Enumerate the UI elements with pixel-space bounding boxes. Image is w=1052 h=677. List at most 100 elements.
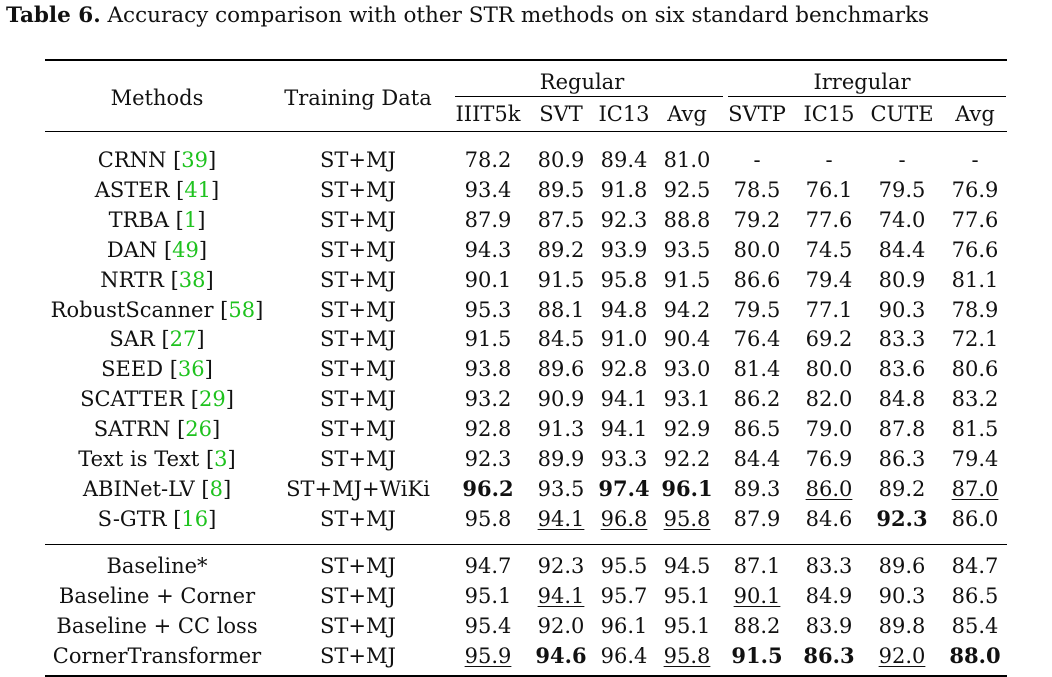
training-data-cell: ST+MJ — [320, 148, 396, 172]
accuracy-cell: 95.5 — [600, 554, 648, 578]
accuracy-cell: 77.6 — [805, 207, 853, 232]
method-label: SEED — [101, 357, 164, 382]
accuracy-cell: 95.1 — [663, 613, 711, 638]
accuracy-cell: 90.3 — [878, 583, 926, 608]
accuracy-cell: 74.0 — [878, 207, 926, 232]
citation-link[interactable]: [16] — [166, 506, 217, 531]
accuracy-cell: 93.9 — [600, 237, 648, 262]
caption-text: Accuracy comparison with other STR metho… — [107, 3, 930, 28]
column-header-cute: CUTE — [870, 102, 934, 126]
accuracy-cell: 89.9 — [537, 447, 585, 471]
accuracy-cell: 95.4 — [464, 613, 512, 638]
accuracy-cell: 93.8 — [464, 357, 512, 382]
accuracy-cell: 86.0 — [951, 506, 999, 531]
accuracy-cell: 93.4 — [464, 177, 512, 202]
accuracy-cell: 86.3 — [803, 642, 855, 668]
accuracy-cell: 95.3 — [464, 297, 512, 322]
accuracy-cell: 76.6 — [951, 237, 999, 262]
accuracy-cell: 83.6 — [878, 357, 926, 382]
citation-link[interactable]: [3] — [199, 447, 236, 471]
accuracy-cell: 82.0 — [805, 387, 853, 412]
training-data-cell: ST+MJ — [320, 417, 396, 442]
accuracy-cell: 87.1 — [733, 554, 781, 578]
citation-link[interactable]: [58] — [213, 297, 264, 322]
accuracy-cell: 95.7 — [600, 583, 648, 608]
training-data-cell: ST+MJ — [320, 554, 396, 578]
method-label: ABINet-LV — [82, 476, 195, 501]
accuracy-cell: 93.0 — [663, 357, 711, 382]
citation-link[interactable]: [8] — [194, 476, 232, 501]
accuracy-cell: 95.1 — [464, 583, 512, 608]
method-label: Baseline + CC loss — [56, 613, 258, 638]
accuracy-cell: 95.8 — [663, 643, 711, 668]
accuracy-cell: 96.8 — [600, 506, 648, 531]
method-name: Baseline + CC loss — [56, 612, 257, 640]
training-data-cell: ST+MJ — [320, 583, 396, 608]
accuracy-cell: 92.0 — [878, 643, 926, 668]
method-label: DAN — [106, 237, 158, 262]
method-name: ASTER [41] — [95, 176, 220, 204]
accuracy-cell: 93.5 — [663, 237, 711, 262]
accuracy-cell: 87.9 — [464, 207, 512, 232]
accuracy-cell: 94.1 — [537, 583, 585, 608]
accuracy-cell: 83.9 — [805, 613, 853, 638]
section-rule — [45, 544, 1007, 545]
accuracy-cell: 92.2 — [663, 447, 711, 471]
column-header-ic15: IC15 — [803, 102, 855, 126]
accuracy-cell: 92.8 — [600, 357, 648, 382]
header-training-data: Training Data — [284, 86, 432, 110]
accuracy-cell: 91.5 — [537, 267, 585, 292]
method-name: SAR [27] — [109, 325, 204, 353]
accuracy-cell: 90.9 — [537, 387, 585, 412]
training-data-cell: ST+MJ — [320, 237, 396, 262]
top-rule — [45, 59, 1007, 61]
accuracy-cell: 79.0 — [805, 417, 853, 442]
accuracy-cell: 80.9 — [537, 148, 585, 172]
accuracy-cell: 89.2 — [537, 237, 585, 262]
accuracy-cell: 81.1 — [951, 267, 999, 292]
accuracy-cell: 94.1 — [600, 417, 648, 442]
accuracy-cell: 92.5 — [663, 177, 711, 202]
method-label: SCATTER — [80, 387, 185, 412]
accuracy-cell: 80.0 — [805, 357, 853, 382]
citation-link[interactable]: [1] — [168, 207, 206, 232]
accuracy-cell: 72.1 — [951, 327, 999, 352]
citation-link[interactable]: [41] — [169, 177, 220, 202]
accuracy-cell: 96.1 — [661, 475, 713, 501]
citation-link[interactable]: [36] — [163, 357, 213, 382]
citation-link[interactable]: [38] — [163, 267, 214, 292]
accuracy-cell: 86.5 — [733, 417, 781, 442]
accuracy-cell: 76.9 — [951, 177, 999, 202]
accuracy-cell: 95.8 — [663, 506, 711, 531]
regular-group-rule — [455, 96, 723, 97]
accuracy-cell: - — [825, 148, 833, 172]
accuracy-cell: 88.2 — [733, 613, 781, 638]
training-data-cell: ST+MJ — [320, 177, 396, 202]
citation-link[interactable]: [39] — [166, 148, 217, 172]
training-data-cell: ST+MJ+WiKi — [286, 476, 430, 501]
accuracy-cell: 92.3 — [600, 207, 648, 232]
accuracy-cell: 94.7 — [464, 554, 512, 578]
column-header-ic13: IC13 — [598, 102, 650, 126]
accuracy-cell: 92.3 — [876, 505, 928, 531]
accuracy-cell: 86.3 — [878, 447, 926, 471]
column-header-svtp: SVTP — [728, 102, 786, 126]
method-label: SATRN — [93, 417, 171, 442]
citation-link[interactable]: [29] — [184, 387, 234, 412]
accuracy-cell: - — [971, 148, 979, 172]
citation-link[interactable]: [49] — [157, 237, 208, 262]
method-label: TRBA — [108, 207, 169, 232]
accuracy-cell: 89.3 — [733, 476, 781, 501]
accuracy-cell: 83.3 — [805, 554, 853, 578]
accuracy-cell: 87.0 — [951, 476, 999, 501]
citation-link[interactable]: [26] — [170, 417, 221, 442]
accuracy-cell: 81.5 — [951, 417, 999, 442]
accuracy-cell: - — [753, 148, 761, 172]
accuracy-cell: 86.6 — [733, 267, 781, 292]
method-label: SAR — [109, 327, 155, 352]
accuracy-cell: 78.2 — [464, 148, 512, 172]
header-rule — [45, 131, 1007, 132]
citation-link[interactable]: [27] — [154, 327, 205, 352]
accuracy-cell: 94.8 — [600, 297, 648, 322]
accuracy-cell: 91.5 — [663, 267, 711, 292]
